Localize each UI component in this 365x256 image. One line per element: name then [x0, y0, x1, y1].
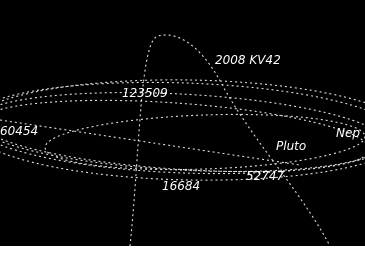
orbit-diagram: 2008 KV42 123509 Pluto Nep 60454 16684 5…: [0, 0, 365, 256]
page: 2008 KV42 123509 Pluto Nep 60454 16684 5…: [0, 0, 365, 256]
object-label: 52747: [246, 169, 285, 183]
object-label: Pluto: [276, 139, 306, 153]
space-background: [0, 0, 365, 246]
object-label: 16684: [162, 179, 200, 193]
object-label: 60454: [0, 124, 38, 138]
object-label: Nep: [336, 126, 360, 140]
object-label: 123509: [122, 86, 168, 100]
object-label: 2008 KV42: [215, 53, 281, 67]
